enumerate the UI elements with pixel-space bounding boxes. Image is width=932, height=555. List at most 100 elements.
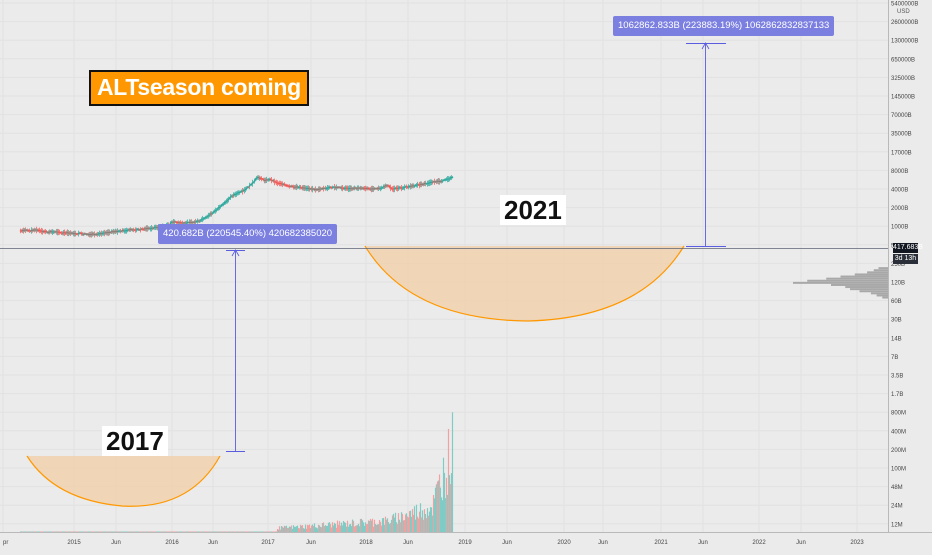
volume-bar xyxy=(347,526,350,532)
price-candle xyxy=(117,230,120,232)
volume-bar xyxy=(448,475,451,532)
price-candle xyxy=(103,232,106,234)
price-candle xyxy=(344,187,347,189)
volume-bar xyxy=(170,531,173,532)
volume-bar xyxy=(352,520,355,532)
price-candle xyxy=(343,187,346,189)
price-candle xyxy=(316,188,319,190)
volume-bar xyxy=(144,531,147,532)
volume-bar xyxy=(319,526,322,532)
volume-bar xyxy=(395,522,398,532)
price-candle xyxy=(141,228,144,230)
price-candle xyxy=(326,187,329,189)
price-candle xyxy=(279,183,282,185)
volume-bar xyxy=(350,526,353,532)
volume-bar xyxy=(300,525,303,532)
volume-bar xyxy=(64,531,67,532)
price-candle xyxy=(330,187,333,189)
volume-bar xyxy=(279,529,282,532)
volume-bar xyxy=(428,511,431,532)
volume-bar xyxy=(258,531,261,532)
price-candle xyxy=(286,185,289,187)
price-candle xyxy=(254,178,257,181)
volume-bar xyxy=(67,531,70,532)
price-candle xyxy=(183,222,186,224)
volume-bar xyxy=(268,531,271,532)
price-candle xyxy=(206,216,209,218)
price-candle xyxy=(146,227,149,229)
volume-bar xyxy=(165,531,168,532)
price-candle xyxy=(203,217,206,219)
volume-bar xyxy=(274,531,277,532)
price-candle xyxy=(233,193,236,195)
price-candle xyxy=(30,229,33,232)
price-candle xyxy=(238,192,241,194)
volume-profile-bar xyxy=(845,286,888,289)
volume-bar xyxy=(32,531,35,532)
volume-bar xyxy=(402,520,405,532)
cup-shape-2017 xyxy=(27,456,220,507)
volume-bar xyxy=(434,487,437,532)
price-candle xyxy=(232,194,235,196)
volume-bar xyxy=(360,518,363,532)
volume-bar xyxy=(443,472,446,532)
volume-bar xyxy=(140,531,143,532)
volume-bar xyxy=(419,503,422,532)
price-candle xyxy=(297,186,300,188)
volume-bar xyxy=(235,531,238,532)
volume-bar xyxy=(37,531,40,532)
price-candle xyxy=(96,233,99,235)
volume-bar xyxy=(108,531,111,532)
volume-bar xyxy=(292,525,295,532)
volume-bar xyxy=(248,531,251,532)
price-candle xyxy=(172,221,175,223)
volume-bar xyxy=(280,526,283,532)
price-candle xyxy=(55,231,58,233)
price-candle xyxy=(228,197,231,199)
cup-shape-2021 xyxy=(365,246,684,321)
volume-bar xyxy=(252,531,255,532)
price-tick-label: 8000B xyxy=(891,169,908,175)
volume-bar xyxy=(310,525,313,532)
volume-bar xyxy=(96,531,99,532)
price-candle xyxy=(284,184,287,186)
price-candle xyxy=(173,221,176,223)
price-candle xyxy=(76,233,79,235)
price-candle xyxy=(300,187,303,189)
price-candle xyxy=(260,178,263,180)
volume-bar xyxy=(156,531,159,532)
volume-bar xyxy=(213,531,216,532)
price-candle xyxy=(190,221,193,223)
volume-profile-bar xyxy=(870,292,888,295)
bar-countdown-tag: 3d 13h xyxy=(893,254,918,264)
price-candle xyxy=(219,206,222,208)
volume-bar xyxy=(189,531,192,532)
price-candle xyxy=(35,229,38,231)
volume-bar xyxy=(169,531,172,532)
volume-bar xyxy=(348,524,351,532)
volume-bar xyxy=(220,531,223,532)
price-candle xyxy=(447,178,450,180)
volume-bar xyxy=(416,516,419,532)
volume-bar xyxy=(157,531,160,532)
price-candle xyxy=(391,188,394,190)
price-candle xyxy=(91,233,94,235)
volume-bar xyxy=(344,522,347,532)
volume-bar xyxy=(261,531,264,532)
time-tick-label: 2015 xyxy=(67,540,81,546)
price-candle xyxy=(47,231,50,233)
volume-bar xyxy=(375,524,378,532)
volume-bar xyxy=(102,531,105,532)
price-candle xyxy=(64,232,67,234)
volume-bar xyxy=(267,531,270,532)
price-candle xyxy=(115,230,118,232)
volume-bar xyxy=(97,531,100,532)
price-candle xyxy=(106,232,109,234)
volume-bar xyxy=(164,531,167,532)
price-candle xyxy=(51,231,54,233)
price-candle xyxy=(415,184,418,186)
price-candle xyxy=(404,186,407,188)
cup-label-2021: 2021 xyxy=(500,195,566,225)
price-candle xyxy=(149,228,152,230)
price-tick-label: 200M xyxy=(891,448,906,454)
